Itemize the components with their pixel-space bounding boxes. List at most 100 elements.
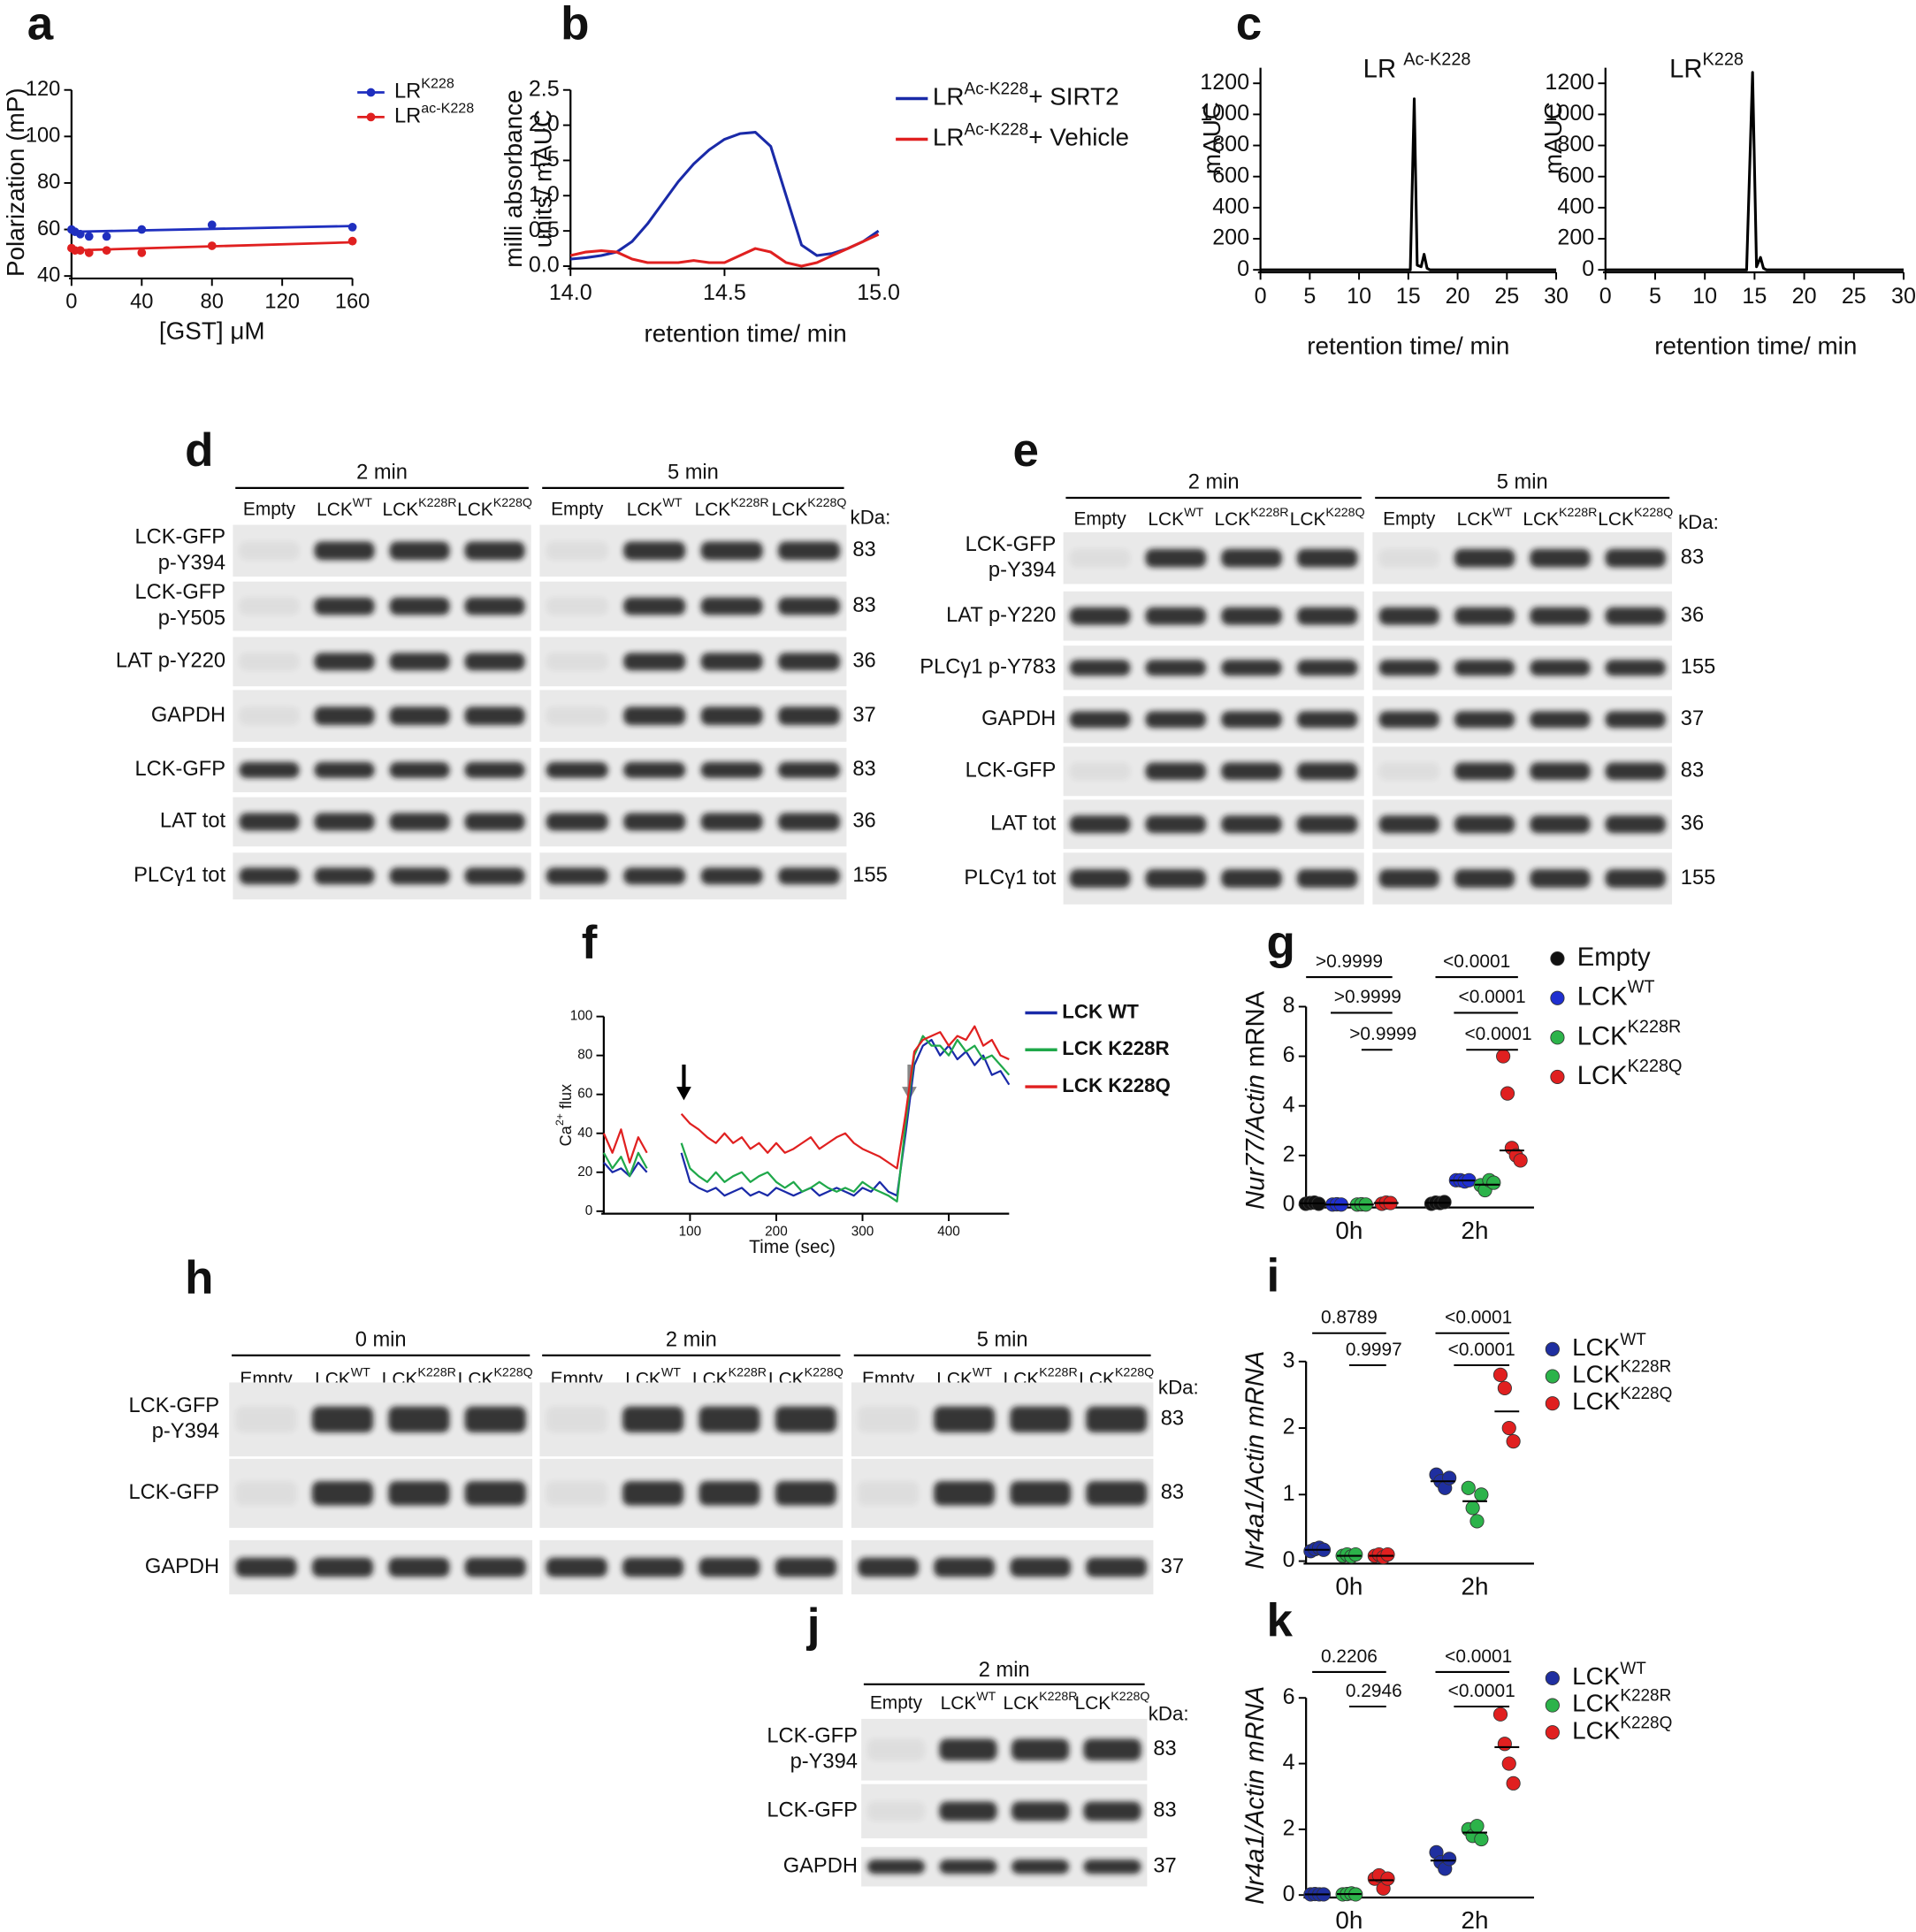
band [1221,607,1282,625]
y-tick-label: 0 [1582,256,1594,281]
x-tick-label: 30 [1544,284,1569,309]
legend-label-part: K228Q [1628,1057,1683,1076]
band [239,653,300,671]
band [464,706,525,726]
band [1145,762,1207,781]
data-point [207,220,217,230]
band [700,541,763,561]
band [1086,1557,1148,1577]
x-tick-label: 15.0 [857,280,900,305]
lane-label-part: WT [973,1365,992,1379]
row-label: LAT p-Y220 [116,650,225,673]
y-axis-label: Polarization (mP) [2,88,29,277]
x-tick-label: 15 [1396,284,1421,309]
band [858,1557,920,1577]
p-value: <0.0001 [1445,1308,1512,1328]
band [239,813,300,831]
kda-value: 36 [852,810,875,833]
chart-title: LRK228 [1669,50,1744,83]
y-tick-label: 200 [1557,225,1594,250]
band [389,867,450,885]
lane-label-part: LCK [695,499,731,519]
legend-label: LCKWT [1572,1659,1646,1690]
lane-label: Empty [870,1693,923,1714]
band [1011,1859,1070,1875]
data-point [1442,1470,1457,1485]
x-tick-label: 5 [1649,284,1661,309]
y-tick-label: 400 [1557,194,1594,218]
legend-label-part: K228R [1620,1686,1671,1705]
band [546,597,608,615]
band [239,706,300,726]
lane-label-part: LCK [1214,509,1250,530]
lane-label-part: WT [662,496,682,510]
kda-header: kDa: [851,507,891,529]
kda-value: 155 [852,864,888,887]
legend-label-part: ac-K228 [421,101,474,117]
band [1011,1801,1070,1821]
lane-label-part: LCK [1075,1693,1111,1714]
band [314,653,375,671]
band [934,1481,996,1506]
lane-label-part: LCK [317,499,353,519]
x-tick-label: 0h [1335,1573,1363,1600]
group-title: 2 min [1188,471,1240,494]
y-tick-label: 1 [1283,1481,1295,1506]
y-axis-label-part: Ca [557,1125,575,1146]
band [623,706,686,726]
group-title: 2 min [666,1328,717,1351]
band [1296,815,1358,834]
band [623,541,686,561]
y-tick-label: 100 [570,1009,593,1024]
band [389,541,450,561]
lane-label-part: K228Q [1325,506,1364,520]
legend-label-part: K228Q [1620,1714,1672,1732]
band [314,761,375,778]
kda-value: 83 [1681,760,1704,783]
band [1221,548,1282,568]
row-label: LAT p-Y220 [946,604,1056,627]
lane-label-part: K228Q [1634,506,1673,520]
band [464,597,525,615]
data-point [137,225,147,234]
lane-label: LCKK228Q [1598,506,1673,530]
lane-label: LCKWT [941,1690,996,1714]
x-tick-label: 10 [1347,284,1371,309]
legend-label: LRAc-K228+ SIRT2 [933,80,1119,111]
legend-label: LCKWT [1577,978,1655,1011]
band [858,1406,920,1432]
row-label: LCK-GFP [134,526,225,549]
lane-label: LCKWT [1457,506,1513,530]
lane-label: Empty [243,499,296,519]
y-axis-label: Nr4a1/Actin mRNA [1241,1686,1270,1905]
data-point [1474,1487,1489,1502]
row-label: p-Y394 [152,1420,219,1443]
band [1296,548,1358,568]
kda-value: 83 [852,594,875,617]
legend-label: LRK228 [394,76,454,103]
data-point [102,232,111,241]
band [1010,1406,1072,1432]
data-line [569,233,880,268]
band [778,813,841,831]
y-tick-label: 2 [1283,1142,1295,1166]
band [1010,1557,1072,1577]
band [1145,869,1207,888]
band [546,1557,607,1577]
data-point [137,248,147,257]
band [1605,607,1666,625]
band [623,813,686,831]
y-tick-label: 3 [1283,1348,1295,1372]
band [1011,1738,1070,1761]
y-tick-label: 1000 [1545,101,1594,126]
band [388,1406,450,1432]
band [1454,815,1515,834]
band [778,706,841,726]
y-tick-label: 2.0 [529,111,560,136]
data-point [347,236,357,246]
y-axis-label-part: mRNA [1241,990,1270,1074]
band [623,867,686,885]
band [866,1738,926,1761]
legend-label-part: LCK [1577,982,1628,1011]
lane-label: Empty [551,499,604,519]
